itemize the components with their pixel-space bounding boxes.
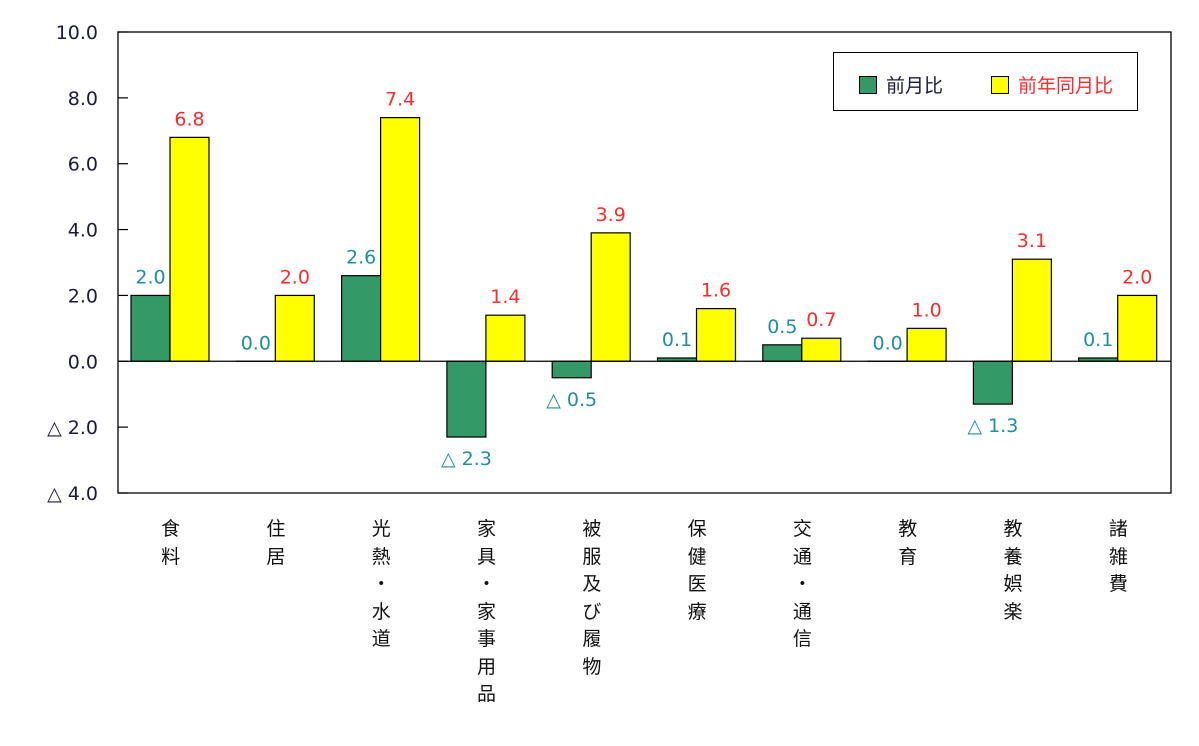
- legend-swatch-mom: [859, 75, 877, 94]
- category-label: 食料: [161, 518, 181, 568]
- data-label-yoy: 1.4: [490, 286, 520, 308]
- legend-label-yoy: 前年同月比: [1018, 75, 1114, 97]
- category-label: 被服及び履物: [582, 518, 602, 678]
- legend-item-mom: 前月比: [859, 71, 943, 98]
- data-label-yoy: 3.1: [1017, 230, 1047, 252]
- data-label-yoy: 0.7: [806, 309, 836, 331]
- legend-label-mom: 前月比: [886, 75, 944, 97]
- bar-yoy: [274, 294, 315, 362]
- data-label-mom: 0.1: [662, 329, 692, 351]
- data-label-mom: △ 1.3: [967, 415, 1018, 437]
- bar-yoy: [380, 117, 421, 362]
- y-tick-label: 0.0: [68, 351, 98, 373]
- y-tick-label: 4.0: [68, 220, 98, 242]
- bar-yoy: [485, 314, 526, 362]
- data-label-mom: 2.0: [135, 266, 165, 288]
- y-tick-label: △ 4.0: [47, 483, 98, 505]
- data-label-yoy: 6.8: [174, 108, 204, 130]
- y-tick-label: 8.0: [68, 88, 98, 110]
- category-label: 教育: [898, 518, 918, 568]
- y-tick-label: 2.0: [68, 285, 98, 307]
- category-label: 光熱・水道: [371, 518, 391, 650]
- category-label: 交通・通信: [792, 518, 812, 650]
- bar-mom: [341, 275, 382, 362]
- bar-yoy: [695, 308, 737, 362]
- data-label-yoy: 3.9: [596, 204, 626, 226]
- category-label: 家具・家事用品: [477, 518, 497, 705]
- bar-yoy: [801, 337, 842, 362]
- legend-item-yoy: 前年同月比: [991, 71, 1113, 98]
- y-tick-label: △ 2.0: [47, 417, 98, 439]
- data-label-yoy: 2.0: [1122, 266, 1152, 288]
- bar-yoy: [590, 232, 631, 362]
- bar-yoy: [1011, 258, 1053, 362]
- legend-swatch-yoy: [991, 75, 1009, 94]
- y-tick-label: 6.0: [68, 154, 98, 176]
- data-label-mom: 2.6: [346, 247, 376, 269]
- data-label-yoy: 1.0: [911, 299, 941, 321]
- data-label-mom: 0.5: [767, 316, 797, 338]
- bar-mom: [762, 344, 803, 362]
- data-label-mom: △ 0.5: [546, 389, 597, 411]
- legend: 前月比 前年同月比: [833, 52, 1138, 111]
- y-tick-label: 10.0: [56, 22, 98, 44]
- bar-mom: [130, 294, 171, 362]
- data-label-mom: 0.1: [1083, 329, 1113, 351]
- data-label-yoy: 7.4: [385, 89, 415, 111]
- data-label-mom: △ 2.3: [441, 448, 492, 470]
- bar-mom: [972, 360, 1014, 405]
- bar-yoy: [906, 327, 947, 362]
- data-label-yoy: 2.0: [280, 266, 310, 288]
- bar-mom: [446, 360, 487, 438]
- category-label: 住居: [266, 518, 286, 568]
- data-label-yoy: 1.6: [701, 280, 731, 302]
- data-label-mom: 0.0: [872, 332, 902, 354]
- category-label: 諸雑費: [1108, 518, 1128, 595]
- bar-yoy: [1117, 294, 1158, 362]
- category-label: 教養娯楽: [1003, 518, 1023, 623]
- data-label-mom: 0.0: [241, 332, 271, 354]
- category-label: 保健医療: [687, 518, 707, 623]
- bar-mom: [551, 360, 592, 379]
- bar-yoy: [169, 136, 210, 362]
